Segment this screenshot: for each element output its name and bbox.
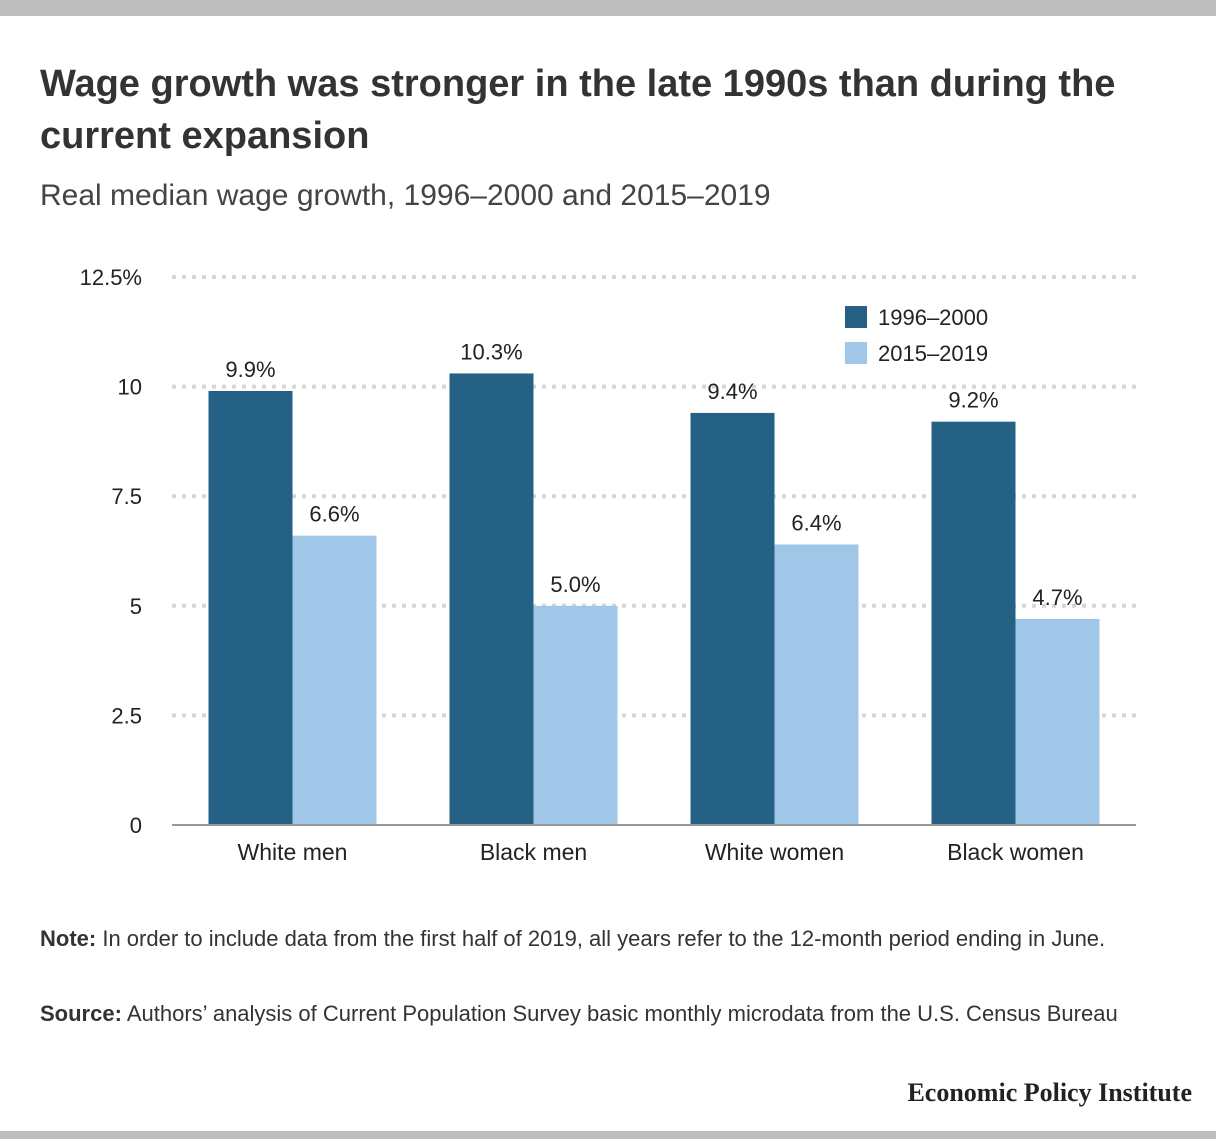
data-label: 9.2% — [948, 388, 998, 413]
bar-chart: 0 2.5 5 7.5 10 12.5% 9.9% 6.6% White men 10.3% 5.0… — [80, 265, 1136, 865]
note-label: Note: — [40, 926, 97, 951]
chart-source: Source: Authors’ analysis of Current Pop… — [40, 998, 1180, 1030]
y-tick-label: 5 — [130, 594, 142, 619]
bar — [533, 605, 618, 825]
bottom-border — [0, 1131, 1216, 1139]
legend-swatch — [845, 342, 867, 364]
data-label: 4.7% — [1032, 585, 1082, 610]
brand-logo: Economic Policy Institute — [907, 1078, 1192, 1107]
bar — [449, 373, 534, 825]
y-tick-label: 0 — [130, 813, 142, 838]
data-label: 9.9% — [225, 357, 275, 382]
bar — [208, 390, 293, 825]
legend-swatch — [845, 306, 867, 328]
source-label: Source: — [40, 1001, 122, 1026]
y-tick-label: 2.5 — [111, 703, 142, 728]
y-tick-label: 12.5% — [80, 265, 142, 290]
data-label: 6.6% — [309, 502, 359, 527]
data-label: 9.4% — [707, 379, 757, 404]
x-tick-label: Black women — [947, 839, 1084, 865]
x-tick-label: Black men — [480, 839, 587, 865]
note-text: In order to include data from the first … — [102, 926, 1106, 951]
bar — [1015, 618, 1100, 825]
data-label: 10.3% — [460, 339, 522, 364]
data-label: 6.4% — [791, 510, 841, 535]
source-text: Authors’ analysis of Current Population … — [126, 1001, 1118, 1026]
chart-subtitle: Real median wage growth, 1996–2000 and 2… — [40, 179, 771, 212]
x-tick-label: White women — [705, 839, 844, 865]
y-tick-label: 7.5 — [111, 484, 142, 509]
data-label: 5.0% — [550, 572, 600, 597]
top-border — [0, 0, 1216, 16]
bar — [931, 421, 1016, 825]
chart-title: Wage growth was stronger in the late 199… — [40, 63, 1116, 157]
chart-note: Note: In order to include data from the … — [40, 923, 1180, 955]
bar — [690, 412, 775, 825]
legend-label: 1996–2000 — [878, 305, 988, 330]
legend-label: 2015–2019 — [878, 341, 988, 366]
x-tick-label: White men — [238, 839, 348, 865]
y-tick-label: 10 — [118, 375, 142, 400]
bar — [292, 535, 377, 825]
bar — [774, 544, 859, 825]
